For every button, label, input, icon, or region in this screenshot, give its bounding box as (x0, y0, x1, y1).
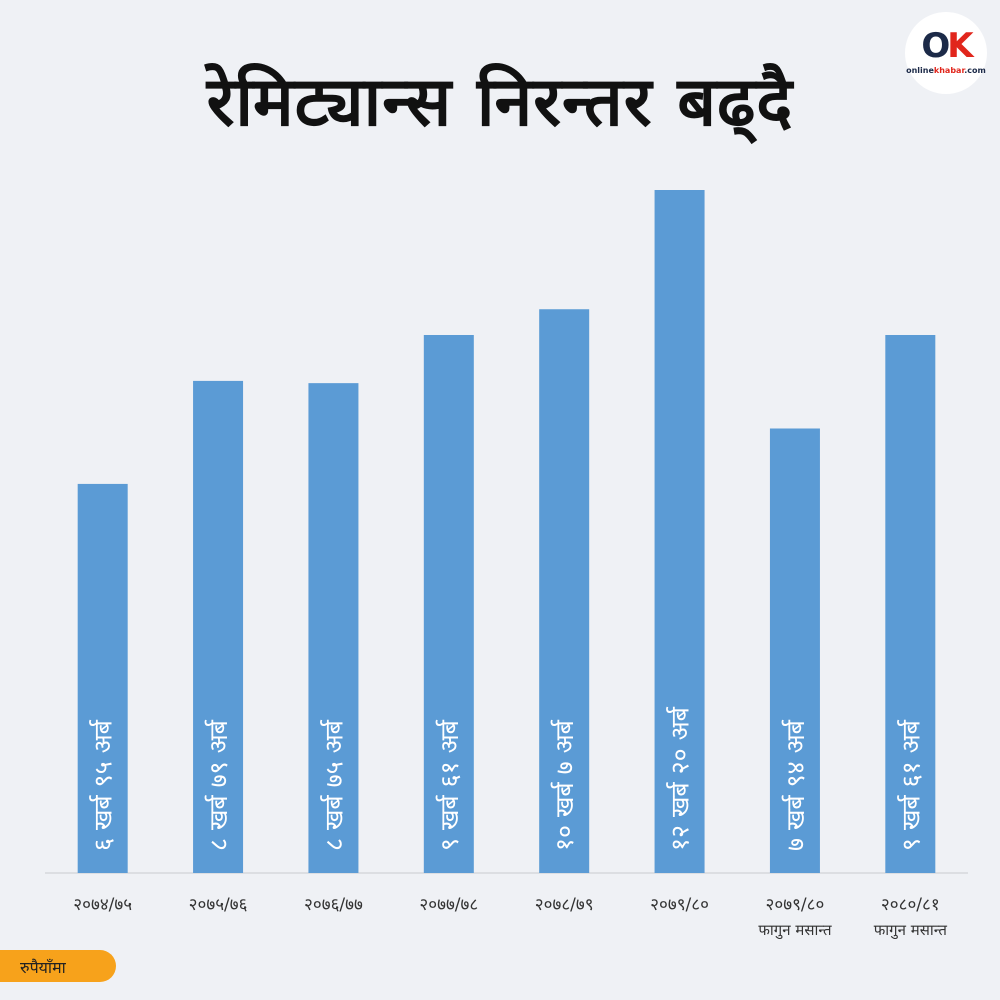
chart-title: रेमिट्यान्स निरन्तर बढ्दै (206, 63, 794, 142)
bar-data-label: ८ खर्ब ७९ अर्ब (204, 719, 233, 851)
bar (885, 334, 936, 873)
x-tick-label: २०७९/८० (650, 895, 709, 915)
bar (769, 428, 820, 873)
x-tick-label: २०७४/७५ (73, 895, 132, 915)
bar-data-label: ९ खर्ब ६१ अर्ब (896, 719, 925, 851)
unit-badge: रुपैयाँमा (0, 950, 116, 982)
bar (654, 190, 705, 873)
x-tick-label: २०८०/८१ (881, 895, 940, 915)
x-tick-note: फागुन मसान्त (758, 921, 832, 940)
bar (193, 380, 244, 873)
bar-data-label: १२ खर्ब २० अर्ब (666, 706, 695, 851)
logo-mark: OK (921, 26, 973, 66)
x-tick-label: २०७९/८० (766, 895, 825, 915)
x-tick-label: २०७५/७६ (189, 895, 248, 915)
x-tick-note: फागुन मसान्त (874, 921, 948, 940)
x-tick-label: २०७६/७७ (304, 895, 363, 915)
x-tick-label: २०७७/७८ (419, 895, 478, 915)
unit-label: रुपैयाँमा (20, 958, 66, 977)
bar-data-label: ९ खर्ब ६१ अर्ब (435, 719, 464, 851)
bar-data-label: ७ खर्ब ९४ अर्ब (781, 719, 810, 851)
onlinekhabar-logo: OK onlinekhabar.com (905, 12, 987, 94)
bar-data-label: ८ खर्ब ७५ अर्ब (319, 719, 348, 851)
logo-wordmark: onlinekhabar.com (906, 66, 986, 75)
bar-data-label: ६ खर्ब ९५ अर्ब (89, 719, 118, 851)
bar (423, 334, 474, 873)
bar (77, 483, 128, 873)
x-tick-label: २०७८/७९ (535, 895, 594, 915)
bar (539, 309, 590, 873)
bar-data-label: १० खर्ब ७ अर्ब (550, 719, 579, 851)
bar (308, 383, 359, 873)
